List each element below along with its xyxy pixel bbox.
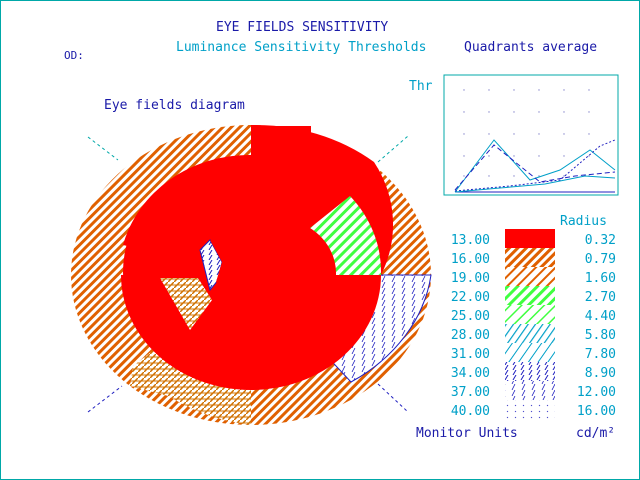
quadrant-series-4 [454,175,616,193]
legend-value: 31.00 [450,347,490,362]
legend-swatch-2 [505,267,555,286]
legend-swatch-5 [505,324,555,343]
legend-value: 40.00 [450,404,490,419]
page-subtitle: Luminance Sensitivity Thresholds [176,40,427,55]
legend-radius: 2.70 [584,290,616,305]
quadrant-tick-upper-left [87,136,119,161]
radius-units-label: cd/m² [576,426,616,441]
legend-swatches [505,229,555,419]
diagram-label: Eye fields diagram [104,98,245,113]
legend-value: 22.00 [450,290,490,305]
legend-value: 34.00 [450,366,490,381]
legend-value: 19.00 [450,271,490,286]
central-field-core [123,156,379,388]
legend-radius: 0.79 [584,252,616,267]
quadrants-chart-grid [463,89,590,177]
eye-label: OD: [64,49,84,62]
quadrants-title: Quadrants average [464,40,598,55]
monitor-units-label: Monitor Units [416,426,518,441]
quadrant-series-3 [454,139,616,192]
legend-radius: 7.80 [584,347,616,362]
legend-radius: 0.32 [584,233,616,248]
quadrant-tick-upper-right [377,135,409,163]
central-orange-patch [160,278,212,330]
legend-swatch-0 [505,229,555,248]
quadrant-tick-lower-left [87,385,123,413]
inner-red-wedge [251,222,336,275]
legend-value: 13.00 [450,233,490,248]
legend-radius: 12.00 [576,385,616,400]
legend-radius: 4.40 [584,309,616,324]
legend-swatch-9 [505,400,555,419]
radius-header: Radius [560,214,607,229]
legend-swatch-4 [505,305,555,324]
legend-value: 28.00 [450,328,490,343]
legend-radius: 16.00 [576,404,616,419]
legend-swatch-6 [505,343,555,362]
page-title: EYE FIELDS SENSITIVITY [216,20,389,35]
lower-left-band [130,366,176,398]
quadrants-chart-frame [443,74,619,196]
green-field-sector [310,196,382,275]
legend-radius: 8.90 [584,366,616,381]
threshold-axis-label: Thr [409,79,433,94]
legend-value: 25.00 [450,309,490,324]
central-red-notch [210,240,234,292]
legend-radius: 1.60 [584,271,616,286]
legend-swatch-1 [505,248,555,267]
quadrant-series-1 [454,139,616,193]
legend-radius: 5.80 [584,328,616,343]
legend-value: 16.00 [450,252,490,267]
legend-swatch-7 [505,362,555,381]
legend-swatch-3 [505,286,555,305]
legend-value: 37.00 [450,385,490,400]
legend-swatch-8 [505,381,555,400]
upper-field-red [251,126,311,156]
quadrant-tick-lower-right [377,383,409,413]
